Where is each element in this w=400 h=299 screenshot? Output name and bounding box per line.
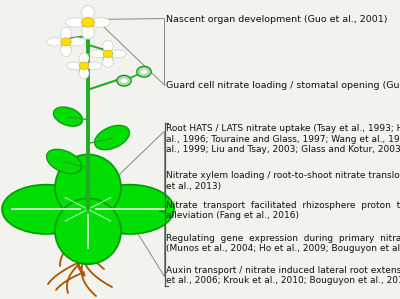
Circle shape [103,56,113,63]
Circle shape [90,19,93,21]
Ellipse shape [60,44,72,57]
Circle shape [83,24,86,26]
Ellipse shape [103,56,113,68]
Circle shape [109,51,112,53]
Ellipse shape [94,125,130,150]
Text: Nascent organ development (Guo et al., 2001): Nascent organ development (Guo et al., 2… [166,15,388,24]
Ellipse shape [82,6,94,20]
Circle shape [104,51,107,53]
Circle shape [67,39,70,41]
Ellipse shape [91,18,110,27]
Circle shape [61,38,71,46]
Ellipse shape [66,62,82,70]
Circle shape [67,42,70,45]
Circle shape [137,66,151,77]
Ellipse shape [79,53,89,64]
Circle shape [79,68,89,75]
Ellipse shape [111,50,126,58]
Ellipse shape [66,18,85,27]
Text: Nitrate  transport  facilitated  rhizosphere  proton  toxicity
alleviation (Fang: Nitrate transport facilitated rhizospher… [166,201,400,220]
Ellipse shape [90,50,106,58]
Text: Regulating  gene  expression  during  primary  nitrate  response
(Munos et al., : Regulating gene expression during primar… [166,234,400,253]
Text: Auxin transport / nitrate induced lateral root extension (Remans
et al., 2006; K: Auxin transport / nitrate induced latera… [166,266,400,285]
Circle shape [62,39,65,41]
Circle shape [79,62,89,69]
Ellipse shape [55,154,121,220]
Ellipse shape [86,62,102,70]
Ellipse shape [46,149,82,174]
Circle shape [120,78,128,84]
Ellipse shape [69,38,86,46]
Circle shape [80,66,83,69]
Circle shape [83,19,86,21]
Circle shape [82,18,94,27]
Circle shape [85,63,88,65]
Ellipse shape [86,184,174,234]
Circle shape [80,63,83,65]
Circle shape [83,23,93,30]
Circle shape [117,75,131,86]
Circle shape [90,24,93,26]
Circle shape [104,54,107,57]
Ellipse shape [82,25,94,39]
Ellipse shape [46,38,63,46]
Ellipse shape [60,27,72,40]
Ellipse shape [55,199,121,264]
Text: Nitrate xylem loading / root-to-shoot nitrate translocation (Leran
et al., 2013): Nitrate xylem loading / root-to-shoot ni… [166,171,400,190]
Text: Root HATS / LATS nitrate uptake (Tsay et al., 1993; Huang et
al., 1996; Touraine: Root HATS / LATS nitrate uptake (Tsay et… [166,124,400,154]
Circle shape [62,42,65,45]
Circle shape [103,50,113,57]
Ellipse shape [2,184,90,234]
Ellipse shape [79,68,89,79]
Text: Guard cell nitrate loading / stomatal opening (Guo et al., 2003): Guard cell nitrate loading / stomatal op… [166,81,400,90]
Circle shape [61,44,71,51]
Ellipse shape [103,40,113,52]
Circle shape [109,54,112,57]
Circle shape [140,69,148,75]
Ellipse shape [54,107,82,126]
Circle shape [85,66,88,69]
